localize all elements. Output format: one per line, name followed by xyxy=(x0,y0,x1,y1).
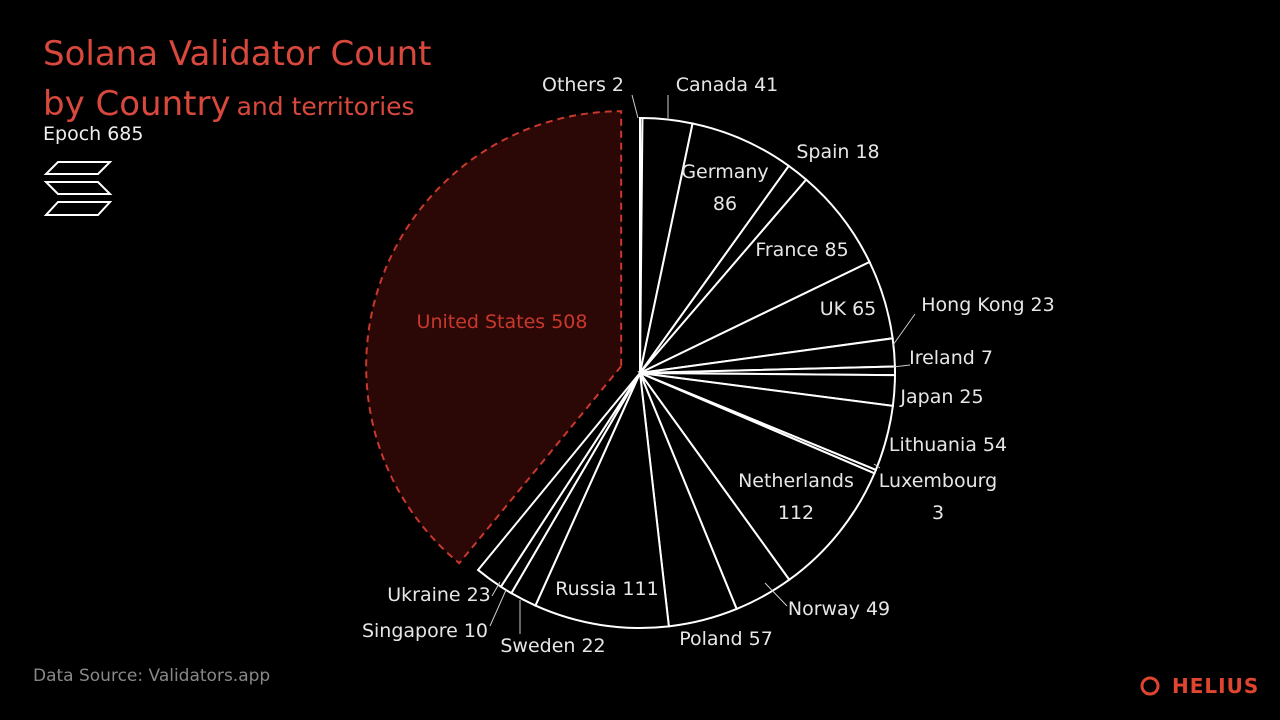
subtitle: Epoch 685 xyxy=(43,123,144,145)
slice-label: Luxembourg 3 xyxy=(879,470,997,524)
slice-label: Ukraine 23 xyxy=(387,584,491,606)
slice-name: Ireland xyxy=(909,347,975,369)
slice-value: 508 xyxy=(551,311,587,333)
slice-label: Canada 41 xyxy=(676,74,779,96)
slice-label: Singapore 10 xyxy=(362,620,488,642)
leader-line xyxy=(873,463,881,469)
slice-name: Others xyxy=(542,74,606,96)
pie-slice xyxy=(476,372,641,589)
slice-label: Japan 25 xyxy=(899,386,983,408)
pie-slice xyxy=(365,110,623,565)
slice-name: Russia xyxy=(555,578,616,600)
title-block: Solana Validator Count by Country and ter… xyxy=(43,32,443,132)
slice-label: United States 508 xyxy=(417,311,588,333)
slice-value: 57 xyxy=(749,628,773,650)
leader-line xyxy=(892,313,916,346)
leader-line xyxy=(764,582,788,607)
leader-line xyxy=(892,364,911,368)
slice-name: Netherlands xyxy=(738,470,854,492)
slice-name: Spain xyxy=(796,141,849,163)
slice-value: 7 xyxy=(981,347,993,369)
pie-slice xyxy=(637,370,876,582)
slice-value: 2 xyxy=(612,74,624,96)
slice-value: 23 xyxy=(467,584,491,606)
leader-line xyxy=(489,589,507,627)
chart-title: Solana Validator Count by Country xyxy=(43,34,432,124)
slice-value: 22 xyxy=(581,635,605,657)
slice-value: 111 xyxy=(622,578,658,600)
slice-name: Canada xyxy=(676,74,748,96)
slice-value: 25 xyxy=(959,386,983,408)
slice-value: 85 xyxy=(825,239,849,261)
slice-value: 3 xyxy=(932,502,944,524)
slice-name: Luxembourg xyxy=(879,470,997,492)
slice-name: Singapore xyxy=(362,620,458,642)
slice-label: UK 65 xyxy=(820,298,877,320)
slice-label: France 85 xyxy=(755,239,848,261)
slice-value: 112 xyxy=(778,502,814,524)
slice-value: 41 xyxy=(754,74,778,96)
pie-slice xyxy=(534,369,670,629)
slice-label: Russia 111 xyxy=(555,578,658,600)
slice-value: 23 xyxy=(1031,294,1055,316)
slice-name: Japan xyxy=(899,386,953,408)
slice-name: UK xyxy=(820,298,847,320)
slice-value: 65 xyxy=(852,298,876,320)
slice-value: 54 xyxy=(983,434,1007,456)
slice-label: Sweden 22 xyxy=(500,635,605,657)
leader-line xyxy=(631,94,639,119)
slice-name: Norway xyxy=(788,598,860,620)
slice-label: Germany 86 xyxy=(681,161,768,215)
slice-value: 49 xyxy=(866,598,890,620)
slice-name: United States xyxy=(417,311,546,333)
slice-name: Hong Kong xyxy=(921,294,1024,316)
slice-label: Ireland 7 xyxy=(909,347,993,369)
slice-value: 10 xyxy=(464,620,488,642)
solana-logo xyxy=(43,161,113,216)
helius-logo xyxy=(1140,676,1160,696)
slice-name: Germany xyxy=(681,161,768,183)
slice-name: Ukraine xyxy=(387,584,460,606)
slice-name: Lithuania xyxy=(889,434,977,456)
slice-value: 86 xyxy=(713,193,737,215)
slice-label: Spain 18 xyxy=(796,141,879,163)
slice-value: 18 xyxy=(855,141,879,163)
slice-label: Others 2 xyxy=(542,74,624,96)
title-note: and territories xyxy=(236,92,415,121)
leader-line xyxy=(491,581,501,597)
slice-label: Norway 49 xyxy=(788,598,890,620)
slice-label: Poland 57 xyxy=(679,628,773,650)
slice-label: Netherlands 112 xyxy=(738,470,854,524)
slice-label: Hong Kong 23 xyxy=(921,294,1054,316)
brand: HELIUS xyxy=(1172,674,1260,698)
slice-name: France xyxy=(755,239,818,261)
source: Data Source: Validators.app xyxy=(33,666,271,686)
slice-name: Sweden xyxy=(500,635,575,657)
slice-label: Lithuania 54 xyxy=(889,434,1007,456)
slice-name: Poland xyxy=(679,628,742,650)
